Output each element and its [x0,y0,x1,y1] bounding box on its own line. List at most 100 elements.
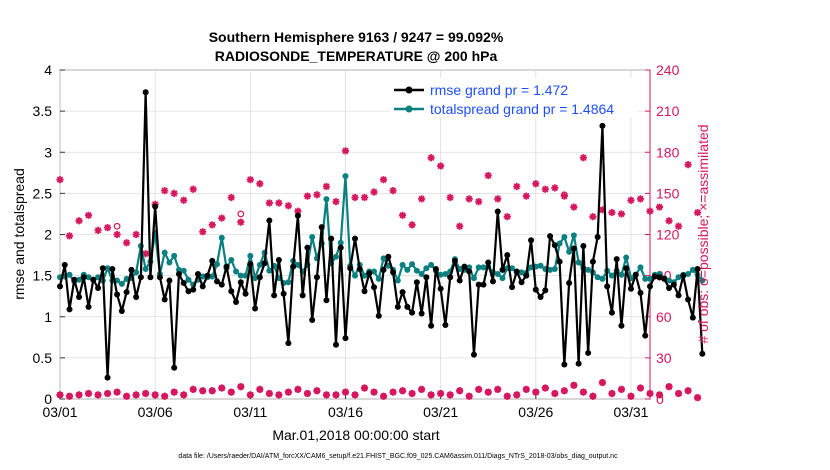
totalspread-point [480,264,487,271]
rmse-point [608,309,615,316]
obs-assimilated-point [646,389,654,398]
obs-assimilated-point [103,224,112,232]
rmse-point [666,284,673,291]
obs-assimilated-point [65,232,74,240]
obs-assimilated-point [113,388,121,396]
rmse-point [542,287,549,294]
obs-assimilated-point [199,228,207,236]
totalspread-point [237,272,244,279]
totalspread-point [618,271,625,278]
obs-assimilated-point [655,391,664,399]
obs-assimilated-point [684,387,692,395]
obs-assimilated-point [84,211,93,219]
totalspread-point [371,268,378,275]
y-left-tick-label: 0.5 [33,350,53,366]
rmse-point [309,317,316,324]
totalspread-point [294,261,301,268]
obs-assimilated-point [332,198,340,206]
totalspread-point [623,254,630,261]
legend-spread-marker [405,105,413,113]
obs-assimilated-point [56,391,64,399]
legend: rmse grand pr = 1.472 totalspread grand … [390,78,638,118]
obs-assimilated-point [579,154,587,162]
y-right-tick-label: 240 [656,62,680,78]
obs-assimilated-point [170,388,178,396]
rmse-point [632,271,639,278]
obs-assimilated-point [418,385,426,394]
obs-assimilated-point [551,184,559,192]
rmse-point [428,322,435,329]
obs-assimilated-point [589,392,597,400]
rmse-point [337,244,344,251]
rmse-point [589,258,596,265]
rmse-point [413,279,420,286]
rmse-point [204,272,211,279]
rmse-point [190,286,197,293]
obs-assimilated-point [142,250,150,258]
obs-assimilated-point [627,196,635,204]
rmse-point [489,278,496,285]
obs-assimilated-point [646,207,654,215]
rmse-point [418,310,425,317]
y-left-tick-label: 3.5 [33,103,53,119]
rmse-point [570,245,577,252]
totalspread-point [689,266,696,273]
rmse-point [423,274,430,281]
obs-assimilated-point [370,388,378,396]
rmse-point [323,297,330,304]
obs-assimilated-point [541,384,549,392]
obs-assimilated-point [494,195,502,203]
rmse-point [118,307,125,314]
x-tick-label: 03/11 [233,404,267,420]
rmse-point [114,291,121,298]
y-axis-left-label: rmse and totalspread [11,168,27,300]
x-tick-label: 03/06 [138,404,173,420]
rmse-point [80,274,87,281]
rmse-point [566,280,573,287]
obs-assimilated-point [408,221,416,229]
rmse-point [171,364,178,371]
totalspread-point [309,233,316,240]
obs-assimilated-point [284,388,292,396]
y-left-tick-label: 1.5 [33,268,53,284]
rmse-point [394,303,401,310]
rmse-point [580,243,587,250]
y-right-tick-label: 210 [656,103,680,119]
rmse-point [380,266,387,273]
totalspread-point [518,269,525,276]
obs-assimilated-point [617,210,626,218]
obs-assimilated-point [341,147,350,155]
rmse-point [485,259,492,266]
obs-assimilated-point [256,385,264,394]
legend-box [390,78,638,118]
rmse-point [266,217,273,224]
y-right-tick-label: 30 [656,350,672,366]
rmse-point [670,281,677,288]
obs-assimilated-point [313,191,321,199]
totalspread-point [199,273,206,280]
rmse-point [180,280,187,287]
x-tick-label: 03/01 [42,404,77,420]
totalspread-point [418,270,425,277]
rmse-point [532,286,539,293]
totalspread-point [332,253,339,260]
obs-assimilated-point [408,389,416,398]
obs-assimilated-point [56,176,64,184]
totalspread-point [228,256,235,263]
totalspread-point [266,267,273,274]
rmse-point [513,268,520,275]
obs-assimilated-point [465,392,473,400]
rmse-point [332,341,339,348]
obs-assimilated-point [294,207,302,215]
obs-assimilated-point [332,391,340,399]
obs-assimilated-point [427,391,435,399]
rmse-point [280,290,287,297]
rmse-point [61,261,68,268]
obs-assimilated-point [446,391,454,399]
y-left-tick-label: 0 [44,391,52,407]
rmse-point [228,288,235,295]
rmse-point [594,233,601,240]
rmse-point [432,266,439,273]
totalspread-point [666,277,673,284]
